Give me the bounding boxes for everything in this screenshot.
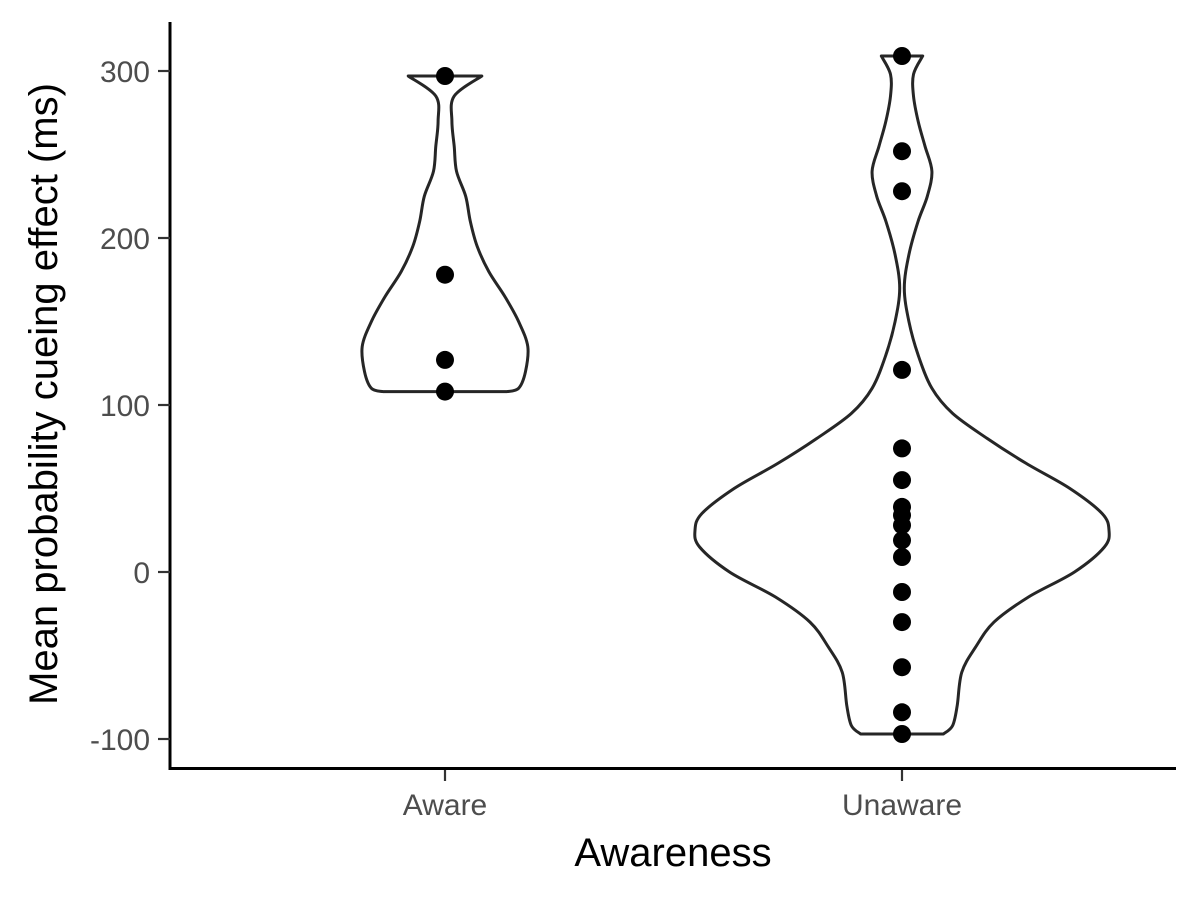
data-point (893, 703, 911, 722)
y-tick-label: 200 (100, 223, 150, 256)
axis-ticks: Aware Unaware -100 0 100 200 300 (90, 56, 962, 822)
violin-aware (360, 74, 530, 394)
data-point (436, 67, 454, 85)
plot-area (360, 47, 1111, 743)
y-axis-title: Mean probability cueing effect (ms) (22, 83, 66, 705)
data-point (436, 350, 454, 369)
data-point (893, 47, 911, 65)
data-point (893, 548, 911, 566)
data-point (893, 613, 911, 632)
y-tick-label: -100 (90, 724, 150, 757)
violin-unaware (693, 54, 1111, 736)
data-point (893, 182, 911, 201)
data-point (893, 360, 911, 379)
data-point (893, 142, 911, 161)
x-tick-label: Unaware (842, 789, 962, 822)
x-axis-title: Awareness (574, 831, 771, 875)
y-tick-label: 0 (133, 557, 150, 590)
data-point (893, 583, 911, 601)
x-tick-label: Aware (403, 789, 488, 822)
y-tick-label: 100 (100, 390, 150, 423)
data-point (893, 658, 911, 677)
data-point (893, 439, 911, 458)
data-point (436, 382, 454, 401)
y-tick-label: 300 (100, 56, 150, 89)
data-point (893, 531, 911, 550)
data-point (436, 265, 454, 284)
data-point (893, 725, 911, 743)
axes (168, 22, 1176, 770)
data-point (893, 516, 911, 535)
data-point (893, 471, 911, 490)
